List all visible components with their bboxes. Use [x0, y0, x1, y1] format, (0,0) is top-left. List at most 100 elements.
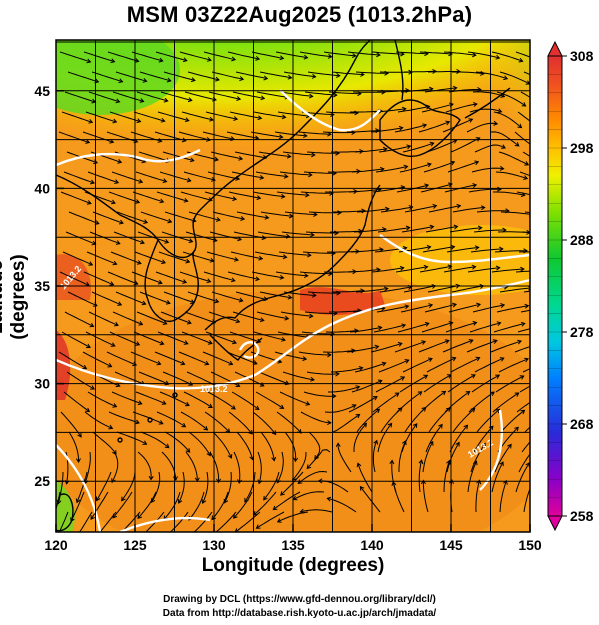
streamline-arrowhead [383, 286, 389, 292]
streamline [202, 471, 209, 504]
streamline [380, 206, 413, 213]
streamline-arrowhead [308, 313, 314, 319]
streamline [467, 267, 500, 273]
streamline [493, 191, 525, 196]
streamline-arrowhead [412, 423, 418, 428]
streamline-arrowhead [540, 428, 544, 432]
colorbar-tick-label: 268 [570, 416, 594, 432]
streamline [259, 71, 292, 79]
colorbar-tick-label: 298 [570, 140, 594, 156]
streamline [325, 330, 358, 333]
streamline-arrowhead [377, 379, 383, 384]
streamline-arrowhead [207, 339, 213, 345]
streamline [347, 269, 380, 273]
streamline [304, 311, 337, 315]
streamline-arrowhead [408, 205, 414, 210]
streamline-arrowhead [75, 458, 81, 463]
streamline-arrowhead [446, 459, 451, 465]
streamline-arrowhead [248, 429, 253, 435]
streamline [514, 131, 530, 145]
streamline [180, 191, 213, 201]
streamline [473, 425, 494, 453]
streamline [519, 385, 530, 393]
streamline [518, 251, 530, 253]
streamline-arrowhead [470, 407, 476, 413]
streamline [400, 304, 433, 313]
streamline [106, 351, 137, 366]
streamline [522, 368, 530, 373]
streamline [137, 491, 157, 519]
streamline-arrowhead [90, 515, 95, 521]
streamline-arrowhead [235, 318, 241, 324]
y-tick-label: 25 [34, 473, 50, 489]
streamline [375, 165, 408, 173]
x-tick-label: 120 [44, 537, 68, 553]
streamline [84, 191, 116, 204]
streamline [226, 351, 257, 365]
streamline [84, 411, 113, 429]
streamline-arrowhead [310, 232, 315, 238]
streamline-arrowhead [452, 85, 458, 91]
streamline [255, 171, 288, 178]
streamline [256, 311, 289, 320]
streamline-arrowhead [89, 322, 95, 328]
streamline-arrowhead [518, 57, 524, 63]
streamline [301, 331, 334, 335]
streamline [353, 423, 367, 452]
streamline-arrowhead [238, 155, 244, 161]
streamline [116, 431, 147, 445]
streamline [282, 151, 315, 156]
streamline [224, 471, 232, 504]
streamline-arrowhead [177, 498, 183, 504]
streamline [467, 51, 500, 59]
streamline [491, 51, 523, 62]
streamline-arrowhead [263, 495, 268, 501]
streamline-arrowhead [360, 288, 365, 294]
streamline [204, 191, 237, 200]
streamline-arrowhead [111, 478, 116, 484]
streamline-arrowhead [495, 54, 501, 60]
streamline [205, 111, 238, 120]
colorbar-tick-label: 278 [570, 324, 594, 340]
streamline-arrowhead [426, 162, 432, 168]
streamline [236, 211, 269, 219]
streamline-arrowhead [358, 366, 364, 371]
streamline-arrowhead [373, 396, 378, 401]
streamline [211, 291, 243, 302]
streamline-arrowhead [463, 424, 469, 430]
streamline [85, 111, 117, 123]
streamline-arrowhead [142, 440, 148, 445]
streamline [377, 227, 410, 233]
streamline [234, 151, 267, 159]
streamline-arrowhead [134, 58, 140, 63]
streamline [522, 151, 530, 157]
streamline [518, 453, 530, 473]
streamline [474, 357, 504, 373]
streamline [442, 118, 473, 133]
streamline [419, 51, 452, 55]
streamline [70, 491, 85, 522]
x-tick-label: 145 [439, 537, 463, 553]
streamline-arrowhead [402, 245, 408, 251]
streamline [110, 251, 142, 264]
streamline [86, 251, 117, 265]
streamline-arrowhead [526, 229, 530, 235]
streamline [514, 346, 530, 353]
streamline-arrowhead [337, 210, 342, 216]
streamline-arrowhead [474, 160, 480, 166]
streamline [449, 424, 468, 453]
streamline-arrowhead [85, 139, 91, 144]
streamline [157, 331, 188, 345]
streamline-arrowhead [161, 259, 167, 265]
streamline [228, 411, 253, 435]
streamline-arrowhead [182, 57, 188, 63]
streamline-arrowhead [499, 165, 505, 171]
streamline-arrowhead [517, 123, 523, 129]
streamline-arrowhead [261, 235, 267, 241]
streamline [228, 191, 261, 199]
streamline [154, 351, 185, 365]
streamline-arrowhead [453, 224, 459, 230]
streamline [257, 231, 290, 238]
streamline-arrowhead [272, 505, 278, 511]
streamline-arrowhead [138, 321, 144, 326]
